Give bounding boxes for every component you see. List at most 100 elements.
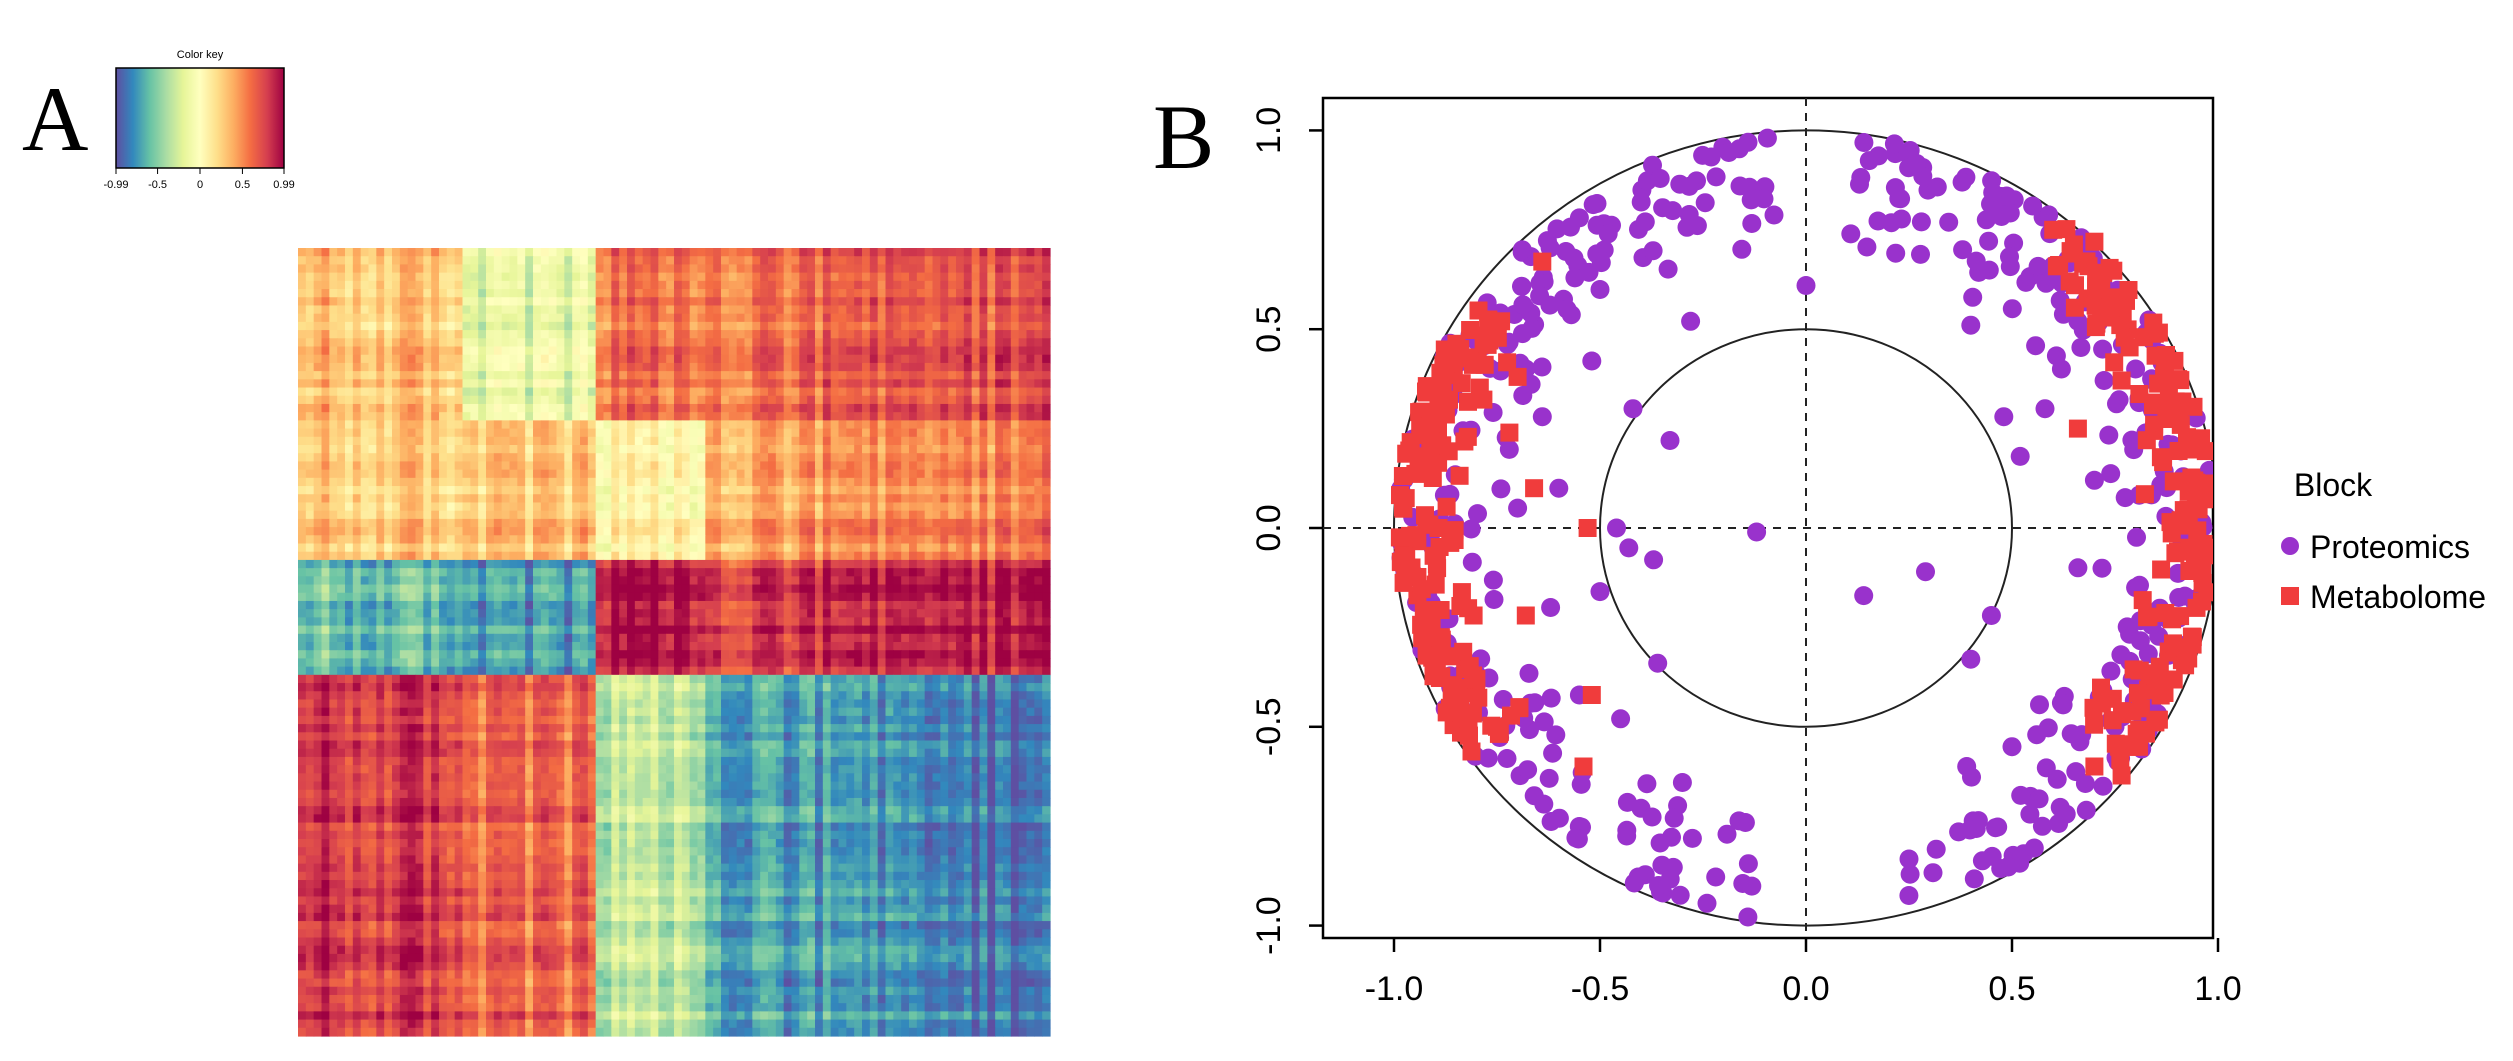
heatmap-cell xyxy=(337,568,346,577)
heatmap-cell xyxy=(822,494,832,504)
heatmap-cell xyxy=(1042,494,1051,504)
heatmap-cell xyxy=(658,420,667,430)
heatmap-cell xyxy=(470,609,479,618)
heatmap-cell xyxy=(916,362,926,372)
heatmap-cell xyxy=(681,633,691,643)
heatmap-cell xyxy=(360,379,370,389)
heatmap-cell xyxy=(446,338,456,348)
heatmap-cell xyxy=(595,362,605,372)
heatmap-cell xyxy=(956,362,965,372)
heatmap-cell xyxy=(313,338,323,348)
heatmap-cell xyxy=(775,412,785,421)
heatmap-cell xyxy=(721,527,730,536)
heatmap-cell xyxy=(509,535,518,545)
heatmap-cell xyxy=(963,592,973,602)
heatmap-cell xyxy=(979,379,988,389)
heatmap-cell xyxy=(298,609,307,618)
heatmap-cell xyxy=(901,445,910,454)
heatmap-cell xyxy=(830,510,840,520)
heatmap-cell xyxy=(963,387,973,397)
heatmap-cell xyxy=(595,346,605,356)
heatmap-cell xyxy=(869,633,879,643)
heatmap-cell xyxy=(1018,280,1028,290)
heatmap-cell xyxy=(862,502,871,512)
heatmap-cell xyxy=(478,354,487,364)
heatmap-cell xyxy=(713,617,722,627)
heatmap-cell xyxy=(956,584,965,594)
heatmap-cell xyxy=(407,313,417,323)
heatmap-cell xyxy=(525,321,534,331)
heatmap-cell xyxy=(799,354,808,364)
heatmap-cell xyxy=(909,453,918,463)
heatmap-cell xyxy=(423,518,432,528)
heatmap-cell xyxy=(360,387,370,397)
heatmap-cell xyxy=(783,453,793,463)
heatmap-cell xyxy=(760,305,769,315)
heatmap-cell xyxy=(822,305,832,315)
heatmap-cell xyxy=(360,436,370,446)
heatmap-cell xyxy=(674,486,683,495)
heatmap-cell xyxy=(1018,264,1028,274)
heatmap-cell xyxy=(838,403,847,413)
heatmap-cell xyxy=(752,321,761,331)
heatmap-cell xyxy=(415,650,424,660)
heatmap-cell xyxy=(760,420,769,430)
heatmap-cell xyxy=(768,305,777,315)
heatmap-cell xyxy=(783,248,793,257)
heatmap-cell xyxy=(431,600,440,610)
heatmap-cell xyxy=(744,617,753,627)
heatmap-cell xyxy=(924,510,934,520)
heatmap-cell xyxy=(893,502,902,512)
heatmap-cell xyxy=(305,494,315,504)
heatmap-cell xyxy=(979,313,988,323)
heatmap-cell xyxy=(548,395,558,405)
heatmap-cell xyxy=(948,494,957,504)
heatmap-cell xyxy=(1026,264,1035,274)
heatmap-cell xyxy=(901,609,910,618)
heatmap-cell xyxy=(885,371,894,380)
heatmap-cell xyxy=(305,609,315,618)
heatmap-cell xyxy=(603,371,612,380)
heatmap-cell xyxy=(1003,633,1012,643)
heatmap-cell xyxy=(368,420,377,430)
heatmap-cell xyxy=(1034,403,1043,413)
heatmap-cell xyxy=(642,248,652,257)
heatmap-cell xyxy=(337,584,346,594)
heatmap-cell xyxy=(556,568,565,577)
heatmap-cell xyxy=(415,330,424,339)
heatmap-cell xyxy=(768,486,777,495)
heatmap-cell xyxy=(1003,362,1012,372)
heatmap-cell xyxy=(822,518,832,528)
heatmap-cell xyxy=(642,494,652,504)
heatmap-cell xyxy=(360,568,370,577)
heatmap-cell xyxy=(321,313,330,323)
heatmap-cell xyxy=(619,297,628,307)
heatmap-cell xyxy=(595,395,605,405)
heatmap-cell xyxy=(509,592,518,602)
heatmap-cell xyxy=(525,395,534,405)
heatmap-cell xyxy=(587,272,597,282)
heatmap-cell xyxy=(611,617,620,627)
heatmap-cell xyxy=(799,387,808,397)
heatmap-cell xyxy=(791,584,800,594)
heatmap-cell xyxy=(415,297,424,307)
heatmap-cell xyxy=(1010,297,1020,307)
heatmap-cell xyxy=(916,305,926,315)
heatmap-cell xyxy=(642,502,652,512)
heatmap-cell xyxy=(807,551,816,561)
heatmap-cell xyxy=(352,666,362,676)
heatmap-cell xyxy=(728,486,738,495)
heatmap-cell xyxy=(846,518,855,528)
heatmap-cell xyxy=(642,543,652,553)
heatmap-cell xyxy=(916,551,926,561)
heatmap-cell xyxy=(1026,445,1035,454)
heatmap-cell xyxy=(611,280,620,290)
heatmap-cell xyxy=(916,642,926,651)
heatmap-cell xyxy=(877,403,887,413)
heatmap-cell xyxy=(1026,617,1035,627)
heatmap-cell xyxy=(846,362,855,372)
heatmap-cell xyxy=(580,658,589,668)
heatmap-cell xyxy=(423,535,432,545)
heatmap-cell xyxy=(540,371,550,380)
heatmap-cell xyxy=(901,642,910,651)
